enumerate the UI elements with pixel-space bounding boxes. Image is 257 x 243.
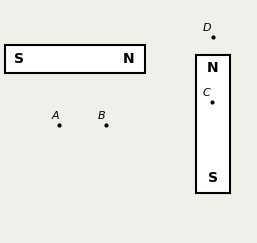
Text: B: B <box>98 111 106 121</box>
Bar <box>196 55 230 193</box>
Text: N: N <box>122 52 134 66</box>
Text: S: S <box>208 171 218 185</box>
Text: S: S <box>14 52 24 66</box>
Text: A: A <box>52 111 60 121</box>
Text: D: D <box>203 23 212 33</box>
Bar <box>5 45 145 73</box>
Text: N: N <box>207 61 219 75</box>
Text: C: C <box>203 88 211 98</box>
